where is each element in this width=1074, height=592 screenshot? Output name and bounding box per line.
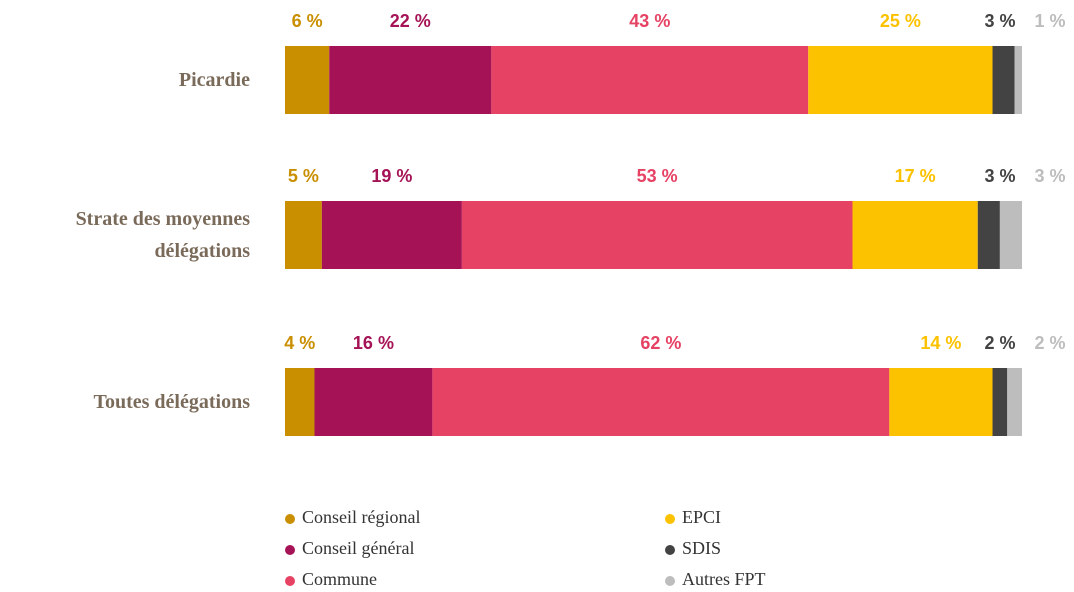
bar-segment	[992, 368, 1008, 436]
value-label: 3 %	[1034, 166, 1065, 186]
value-label: 14 %	[920, 333, 961, 353]
bar-segment	[285, 368, 315, 436]
value-label: 25 %	[880, 11, 921, 31]
bar-segment	[852, 201, 978, 269]
bar-segment	[285, 201, 322, 269]
bar-segment	[461, 201, 853, 269]
value-label: 5 %	[288, 166, 319, 186]
bar-segment	[285, 46, 330, 114]
bar-segment	[321, 201, 462, 269]
legend-label: EPCI	[682, 507, 721, 527]
value-label: 4 %	[284, 333, 315, 353]
bar-segment	[977, 201, 1000, 269]
bar-segment	[432, 368, 890, 436]
bar-segment	[889, 368, 993, 436]
bar-segment	[329, 46, 492, 114]
value-label: 3 %	[984, 166, 1015, 186]
bar-segment	[1007, 368, 1022, 436]
value-label: 1 %	[1034, 11, 1065, 31]
legend-label: Commune	[302, 569, 377, 589]
value-label: 17 %	[895, 166, 936, 186]
value-label: 53 %	[637, 166, 678, 186]
legend-swatch	[665, 576, 675, 586]
category-label: Toutes délégations	[93, 391, 250, 413]
bar-segment	[491, 46, 809, 114]
category-label: Strate des moyennes délégations	[75, 208, 250, 262]
bar-segment	[314, 368, 433, 436]
legend-label: Autres FPT	[682, 569, 766, 589]
legend-label: SDIS	[682, 538, 721, 558]
value-label: 6 %	[292, 11, 323, 31]
bar-segment	[999, 201, 1022, 269]
value-label: 2 %	[984, 333, 1015, 353]
category-label: Picardie	[178, 69, 250, 91]
legend-swatch	[665, 514, 675, 524]
bar-segment	[808, 46, 993, 114]
value-label: 22 %	[390, 11, 431, 31]
value-label: 43 %	[629, 11, 670, 31]
legend-swatch	[285, 545, 295, 555]
legend-swatch	[285, 576, 295, 586]
value-label: 2 %	[1034, 333, 1065, 353]
bar-segment	[992, 46, 1015, 114]
bar-segment	[1014, 46, 1022, 114]
value-label: 3 %	[984, 11, 1015, 31]
legend-label: Conseil régional	[302, 507, 420, 527]
value-label: 62 %	[640, 333, 681, 353]
value-label: 19 %	[371, 166, 412, 186]
legend-swatch	[665, 545, 675, 555]
value-label: 16 %	[353, 333, 394, 353]
legend-swatch	[285, 514, 295, 524]
legend-label: Conseil général	[302, 538, 414, 558]
